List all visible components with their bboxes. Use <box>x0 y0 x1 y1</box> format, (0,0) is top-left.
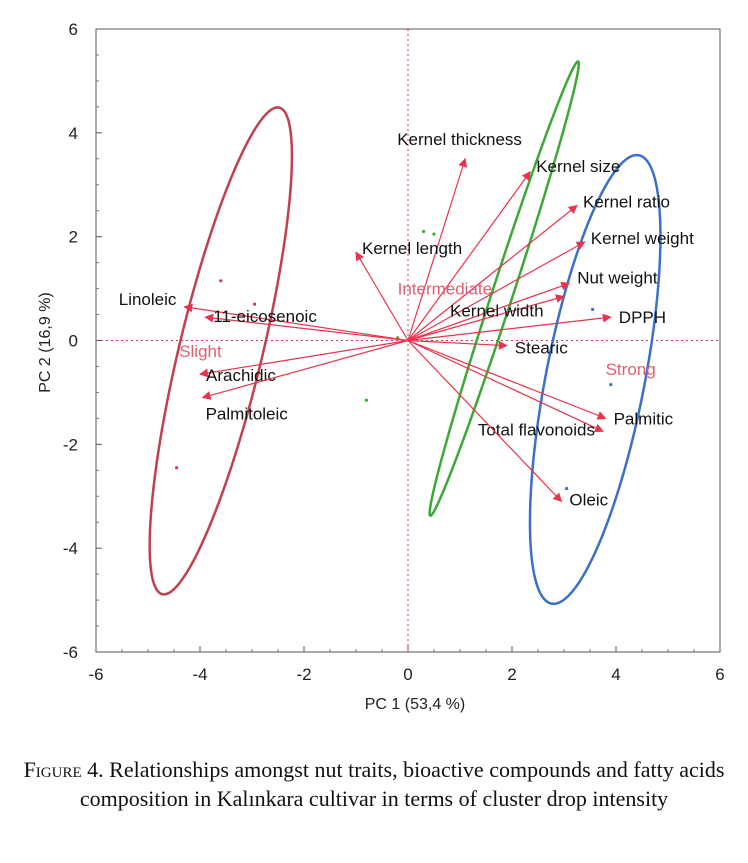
vector-label-arachidic: Arachidic <box>206 366 276 385</box>
vector-oleic <box>407 340 563 503</box>
y-tick-label: -4 <box>63 539 78 558</box>
y-tick-label: 4 <box>69 124 78 143</box>
y-tick-label: 0 <box>69 332 78 351</box>
vector-label-palmitic: Palmitic <box>614 409 674 428</box>
point-strong <box>609 383 613 387</box>
point-intermediate <box>422 229 426 234</box>
y-tick-label: 2 <box>69 228 78 247</box>
vector-label-stearic: Stearic <box>515 339 568 358</box>
vector-label-kernel-ratio: Kernel ratio <box>583 193 670 212</box>
vector-kernel-weight <box>407 241 586 342</box>
group-label-strong: Strong <box>606 360 656 379</box>
vector-kernel-size <box>407 170 531 341</box>
x-tick-label: -2 <box>296 665 311 684</box>
vector-palmitic <box>407 339 607 420</box>
vector-label-kernel-thickness: Kernel thickness <box>397 130 522 149</box>
y-tick-label: 6 <box>69 20 78 39</box>
y-axis-label: PC 2 (16,9 %) <box>37 292 54 392</box>
group-label-intermediate: Intermediate <box>398 280 493 299</box>
loading-vectors: Kernel thickness Kernel size Kernel ratio K… <box>119 130 694 510</box>
ellipse-intermediate <box>428 60 580 518</box>
figure-number: Figure 4. <box>23 757 104 782</box>
ticks-layer: -6 -4 -2 0 2 4 6 -6 -4 -2 0 2 4 6 <box>63 20 725 684</box>
vector-label-11-eicosenoic: 11-eicosenoic <box>213 307 317 326</box>
vector-palmitoleic <box>201 339 409 400</box>
vector-label-kernel-weight: Kernel weight <box>591 229 694 248</box>
point-slight <box>175 466 179 470</box>
vector-label-kernel-width: Kernel width <box>450 301 544 320</box>
x-axis-label: PC 1 (53,4 %) <box>365 696 465 713</box>
group-labels: Slight Intermediate Strong <box>179 280 655 379</box>
vector-nut-weight <box>407 281 571 342</box>
vector-label-total-flavonoids: Total flavonoids <box>478 420 595 439</box>
vector-kernel-width <box>407 294 565 342</box>
vector-kernel-ratio <box>407 204 578 341</box>
vector-label-oleic: Oleic <box>569 490 608 509</box>
y-tick-label: -2 <box>63 435 78 454</box>
point-strong <box>565 486 569 491</box>
vector-kernel-thickness <box>407 157 468 341</box>
confidence-ellipses <box>148 60 662 606</box>
x-tick-label: 0 <box>403 665 412 684</box>
ellipse-strong <box>528 153 662 606</box>
point-slight <box>253 302 257 306</box>
vector-linoleic <box>183 303 409 342</box>
group-label-slight: Slight <box>179 342 222 361</box>
x-tick-label: 6 <box>715 665 724 684</box>
vector-label-kernel-length: Kernel length <box>362 239 462 258</box>
vector-kernel-length <box>355 251 409 341</box>
vector-11-eicosenoic <box>204 313 409 342</box>
vector-dpph <box>407 313 612 342</box>
x-tick-label: 4 <box>611 665 620 684</box>
point-strong <box>591 307 595 311</box>
point-intermediate <box>364 398 368 402</box>
vector-label-kernel-size: Kernel size <box>536 157 620 176</box>
point-intermediate <box>432 232 436 236</box>
vector-label-nut-weight: Nut weight <box>577 268 658 287</box>
vector-label-palmitoleic: Palmitoleic <box>206 405 289 424</box>
observation-points <box>175 229 613 491</box>
vector-label-linoleic: Linoleic <box>119 290 177 309</box>
vector-total-flavonoids <box>407 339 604 433</box>
x-tick-label: -4 <box>192 665 207 684</box>
x-tick-label: -6 <box>88 665 103 684</box>
caption-text: Relationships amongst nut traits, bioact… <box>79 757 725 811</box>
vector-label-dpph: DPPH <box>619 308 666 327</box>
figure-caption: Figure 4. Relationships amongst nut trai… <box>20 755 728 813</box>
vector-arachidic <box>199 339 409 378</box>
vector-stearic <box>407 339 508 350</box>
ellipse-slight <box>148 106 294 596</box>
x-tick-label: 2 <box>507 665 516 684</box>
point-slight <box>219 279 223 283</box>
y-tick-label: -6 <box>63 643 78 662</box>
